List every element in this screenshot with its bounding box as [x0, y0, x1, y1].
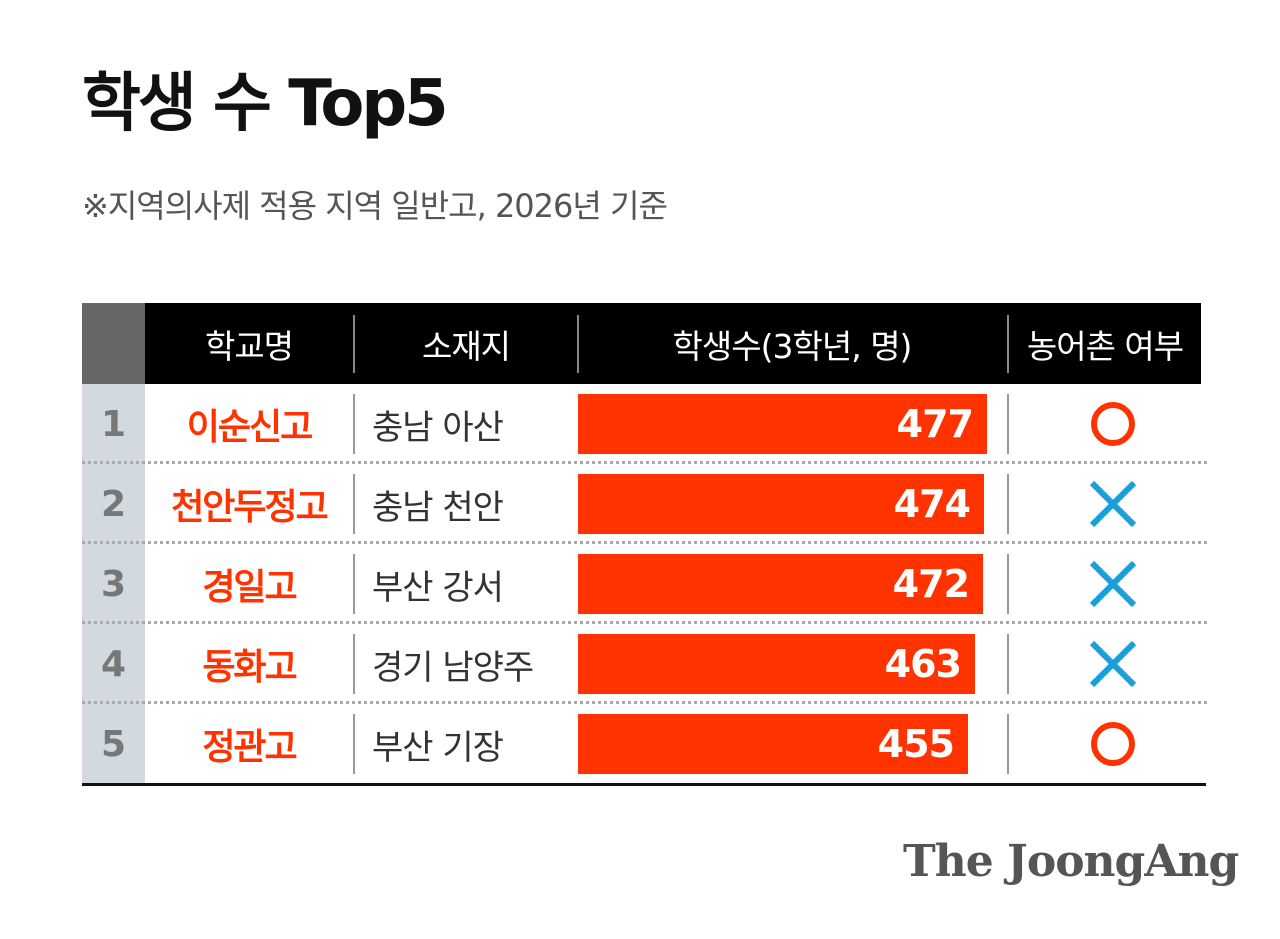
column-divider — [353, 394, 355, 454]
table-bottom-rule — [82, 783, 1206, 786]
student-count-bar — [578, 394, 987, 454]
school-location: 충남 아산 — [372, 407, 504, 448]
column-divider — [1007, 394, 1009, 454]
header-divider — [353, 315, 355, 373]
header-divider — [1007, 315, 1009, 373]
cross-icon — [1089, 640, 1137, 688]
header-divider — [577, 315, 579, 373]
ranking-table: 학교명 소재지 학생수(3학년, 명) 농어촌 여부 1 이순신고 충남 아산 477… — [82, 303, 1207, 786]
column-divider — [1007, 554, 1009, 614]
row-separator — [82, 701, 1207, 704]
student-count-label: 474 — [893, 482, 971, 526]
school-name: 이순신고 — [186, 407, 313, 448]
school-location: 경기 남양주 — [372, 647, 534, 688]
school-location: 충남 천안 — [372, 487, 504, 528]
row-separator — [82, 541, 1207, 544]
school-location: 부산 강서 — [372, 567, 504, 608]
chart-title: 학생 수 Top5 — [82, 67, 449, 141]
school-name: 경일고 — [202, 567, 297, 608]
column-divider — [1007, 474, 1009, 534]
table-header: 학교명 소재지 학생수(3학년, 명) 농어촌 여부 — [82, 303, 1201, 384]
table-body: 1 이순신고 충남 아산 477 2 천안두정고 충남 천안 474 3 경일고 부산 강서 472 4… — [82, 384, 1207, 786]
student-count-bar — [578, 714, 968, 774]
student-count-label: 472 — [892, 562, 970, 606]
circle-icon — [1091, 402, 1135, 446]
student-count-bar — [578, 554, 983, 614]
header-school: 학교명 — [204, 326, 294, 366]
row-separator — [82, 461, 1207, 464]
rural-status — [1082, 479, 1144, 529]
rank-header-cell — [82, 303, 145, 384]
student-count-bar — [578, 474, 984, 534]
column-divider — [1007, 714, 1009, 774]
table-row: 2 천안두정고 충남 천안 474 — [82, 464, 1207, 544]
cross-icon — [1089, 560, 1137, 608]
rural-status — [1082, 639, 1144, 689]
rank-number: 1 — [82, 384, 145, 464]
rank-number: 2 — [82, 464, 145, 544]
column-divider — [1007, 634, 1009, 694]
brand-logo: The JoongAng — [903, 836, 1239, 887]
column-divider — [353, 634, 355, 694]
header-location: 소재지 — [421, 326, 511, 366]
student-count-label: 477 — [896, 402, 974, 446]
table-row: 3 경일고 부산 강서 472 — [82, 544, 1207, 624]
column-divider — [353, 554, 355, 614]
circle-icon — [1091, 722, 1135, 766]
school-name: 정관고 — [202, 727, 297, 768]
rank-number: 5 — [82, 704, 145, 784]
table-row: 5 정관고 부산 기장 455 — [82, 704, 1201, 784]
column-divider — [353, 714, 355, 774]
student-count-label: 463 — [884, 642, 962, 686]
rank-number: 3 — [82, 544, 145, 624]
cross-icon — [1089, 480, 1137, 528]
rural-status — [1082, 719, 1144, 769]
rural-status — [1082, 399, 1144, 449]
row-separator — [82, 621, 1207, 624]
student-count-bar — [578, 634, 975, 694]
table-row: 4 동화고 경기 남양주 463 — [82, 624, 1207, 704]
column-divider — [353, 474, 355, 534]
rank-number: 4 — [82, 624, 145, 704]
table-row: 1 이순신고 충남 아산 477 — [82, 384, 1207, 464]
header-students: 학생수(3학년, 명) — [672, 326, 913, 366]
school-name: 동화고 — [202, 647, 297, 688]
chart-subtitle: ※지역의사제 적용 지역 일반고, 2026년 기준 — [82, 187, 668, 225]
student-count-label: 455 — [877, 722, 955, 766]
header-rural: 농어촌 여부 — [1026, 326, 1184, 366]
rural-status — [1082, 559, 1144, 609]
school-location: 부산 기장 — [372, 727, 504, 768]
school-name: 천안두정고 — [171, 487, 329, 528]
